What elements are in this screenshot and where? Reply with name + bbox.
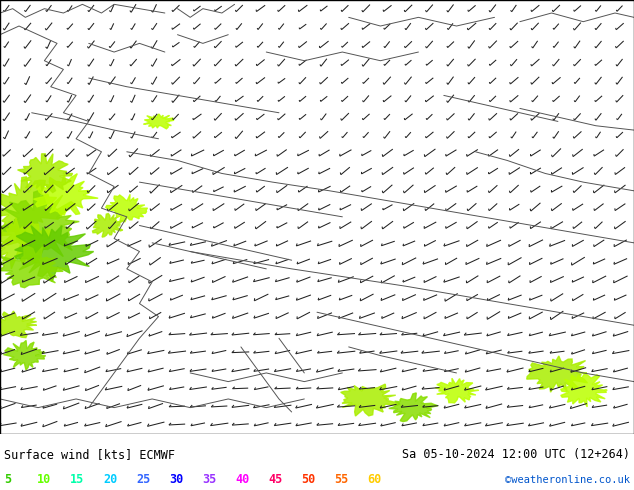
- Text: Sa 05-10-2024 12:00 UTC (12+264): Sa 05-10-2024 12:00 UTC (12+264): [402, 448, 630, 461]
- Polygon shape: [527, 356, 588, 392]
- Text: 30: 30: [169, 473, 183, 487]
- Text: 15: 15: [70, 473, 84, 487]
- Text: 55: 55: [334, 473, 348, 487]
- Polygon shape: [389, 393, 437, 421]
- Text: 5: 5: [4, 473, 11, 487]
- Polygon shape: [0, 311, 37, 338]
- Text: 35: 35: [202, 473, 216, 487]
- Polygon shape: [560, 374, 607, 407]
- Text: 20: 20: [103, 473, 117, 487]
- Polygon shape: [0, 218, 51, 269]
- Text: 50: 50: [301, 473, 315, 487]
- Polygon shape: [143, 114, 174, 129]
- Polygon shape: [0, 190, 79, 260]
- Polygon shape: [436, 378, 479, 403]
- Polygon shape: [106, 195, 148, 222]
- Polygon shape: [340, 384, 399, 416]
- Polygon shape: [33, 173, 98, 215]
- Polygon shape: [18, 154, 72, 193]
- Text: 45: 45: [268, 473, 282, 487]
- Text: 60: 60: [367, 473, 381, 487]
- Polygon shape: [0, 246, 68, 288]
- Text: 25: 25: [136, 473, 150, 487]
- Text: 40: 40: [235, 473, 249, 487]
- Text: Surface wind [kts] ECMWF: Surface wind [kts] ECMWF: [4, 448, 175, 461]
- Polygon shape: [0, 177, 62, 241]
- Text: 10: 10: [37, 473, 51, 487]
- Polygon shape: [93, 214, 123, 237]
- Polygon shape: [3, 341, 46, 370]
- Text: ©weatheronline.co.uk: ©weatheronline.co.uk: [505, 475, 630, 485]
- Polygon shape: [15, 225, 94, 282]
